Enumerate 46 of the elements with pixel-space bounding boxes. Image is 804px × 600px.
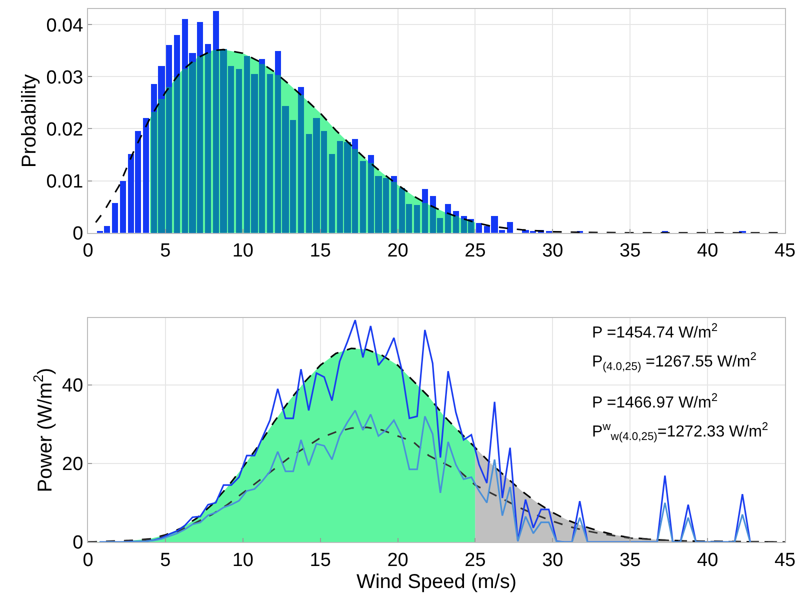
annotation: P =1466.97 W/m$^{2}$ (592, 392, 718, 412)
bar (422, 203, 428, 233)
y-tick-label: 0.04 (46, 15, 84, 36)
x-tick-label: 45 (774, 240, 796, 262)
annotation: P$^{w}$$_{w(4.0,25)}$=1272.33 W/m$^{2}$ (592, 421, 768, 444)
y-tick-label: 40 (62, 376, 84, 397)
bar (267, 74, 273, 233)
bar (112, 203, 118, 233)
x-tick-label: 40 (696, 240, 718, 262)
x-tick-label: 25 (464, 550, 486, 571)
y-tick-label: 0.01 (46, 171, 84, 192)
x-axis-title: Wind Speed (m/s) (356, 570, 517, 593)
annotation: P$_{(4.0,25)}$ =1267.55 W/m$^{2}$ (592, 351, 756, 374)
x-tick-label: 35 (620, 550, 641, 571)
x-tick-label: 5 (160, 240, 171, 262)
bar (507, 222, 513, 233)
bar (445, 214, 451, 233)
annotation: P =1454.74 W/m$^{2}$ (592, 322, 718, 342)
x-tick-label: 10 (232, 550, 254, 571)
bar (453, 216, 459, 233)
y-tick-label: 0 (72, 532, 84, 554)
x-tick-label: 35 (620, 240, 641, 262)
bar (174, 77, 180, 233)
y-tick-label: 20 (62, 454, 84, 476)
x-tick-label: 10 (232, 240, 254, 262)
x-tick-label: 40 (696, 550, 718, 571)
x-tick-label: 5 (160, 550, 171, 571)
y-tick-label: 0.03 (46, 67, 84, 88)
x-tick-label: 20 (387, 550, 408, 571)
y-tick-label: 0.02 (46, 119, 84, 140)
bar (329, 154, 335, 233)
x-tick-label: 20 (387, 240, 408, 262)
bar (360, 161, 366, 233)
bar (120, 181, 126, 233)
bar (236, 69, 242, 233)
bar (143, 118, 149, 233)
bar (414, 205, 420, 233)
x-tick-label: 15 (310, 550, 331, 571)
x-tick-label: 30 (542, 240, 564, 262)
bar (476, 223, 482, 233)
x-tick-label: 15 (310, 240, 331, 262)
x-tick-label: 45 (774, 550, 796, 571)
y-tick-label: 0 (72, 224, 84, 245)
y-axis-title: Probability (18, 74, 41, 168)
x-tick-label: 30 (542, 550, 564, 571)
x-tick-label: 25 (464, 240, 486, 262)
